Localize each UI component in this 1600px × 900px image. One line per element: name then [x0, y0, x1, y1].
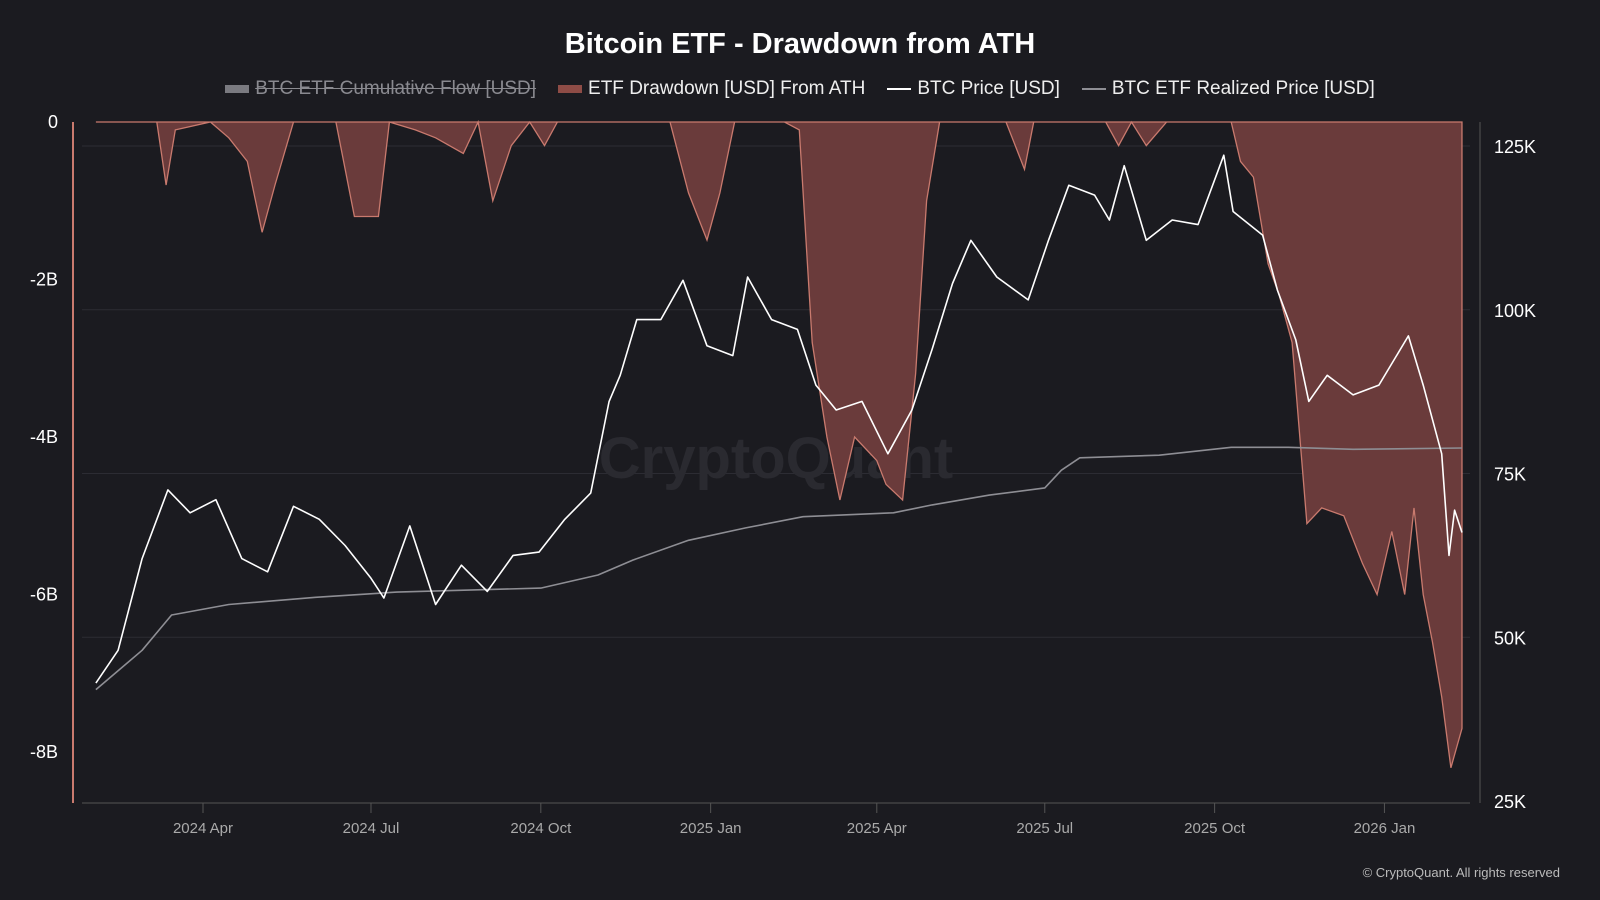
- legend-swatch: [225, 85, 250, 93]
- legend-label: BTC Price [USD]: [917, 78, 1060, 99]
- legend-item-realized-price[interactable]: BTC ETF Realized Price [USD]: [1081, 78, 1375, 100]
- left-tick-label: -4B: [30, 427, 58, 447]
- x-tick-label: 2025 Apr: [847, 820, 907, 837]
- x-tick-label: 2024 Oct: [510, 820, 572, 837]
- btc-price-line: [95, 154, 1463, 684]
- drawdown-area: [95, 119, 1463, 768]
- realized-price-line: [95, 446, 1463, 691]
- legend-label: ETF Drawdown [USD] From ATH: [588, 78, 866, 99]
- x-tick-label: 2024 Jul: [343, 820, 400, 837]
- chart-title: Bitcoin ETF - Drawdown from ATH: [564, 28, 1036, 60]
- left-tick-label: -8B: [30, 742, 58, 762]
- x-tick-label: 2025 Oct: [1184, 820, 1246, 837]
- credit-text: © CryptoQuant. All rights reserved: [1362, 865, 1560, 880]
- legend-swatch: [1081, 88, 1106, 90]
- left-tick-label: 0: [48, 112, 58, 132]
- x-tick-label: 2025 Jul: [1016, 820, 1073, 837]
- x-tick-label: 2024 Apr: [173, 820, 233, 837]
- right-tick-label: 100K: [1494, 301, 1536, 321]
- right-tick-label: 50K: [1494, 628, 1526, 648]
- right-tick-label: 75K: [1494, 465, 1526, 485]
- legend-swatch: [887, 88, 912, 90]
- legend-label: BTC ETF Cumulative Flow [USD]: [255, 78, 537, 99]
- x-tick-label: 2026 Jan: [1354, 820, 1416, 837]
- right-tick-label: 125K: [1494, 137, 1536, 157]
- x-tick-label: 2025 Jan: [680, 820, 742, 837]
- legend-swatch: [558, 85, 583, 93]
- left-tick-label: -2B: [30, 270, 58, 290]
- legend-item-cumulative-flow[interactable]: BTC ETF Cumulative Flow [USD]: [225, 78, 536, 100]
- legend-label: BTC ETF Realized Price [USD]: [1111, 78, 1375, 99]
- left-tick-label: -6B: [30, 585, 58, 605]
- legend-item-drawdown[interactable]: ETF Drawdown [USD] From ATH: [558, 78, 865, 100]
- legend-item-btc-price[interactable]: BTC Price [USD]: [887, 78, 1060, 100]
- right-tick-label: 25K: [1494, 792, 1526, 812]
- legend: BTC ETF Cumulative Flow [USD] ETF Drawdo…: [0, 78, 1600, 100]
